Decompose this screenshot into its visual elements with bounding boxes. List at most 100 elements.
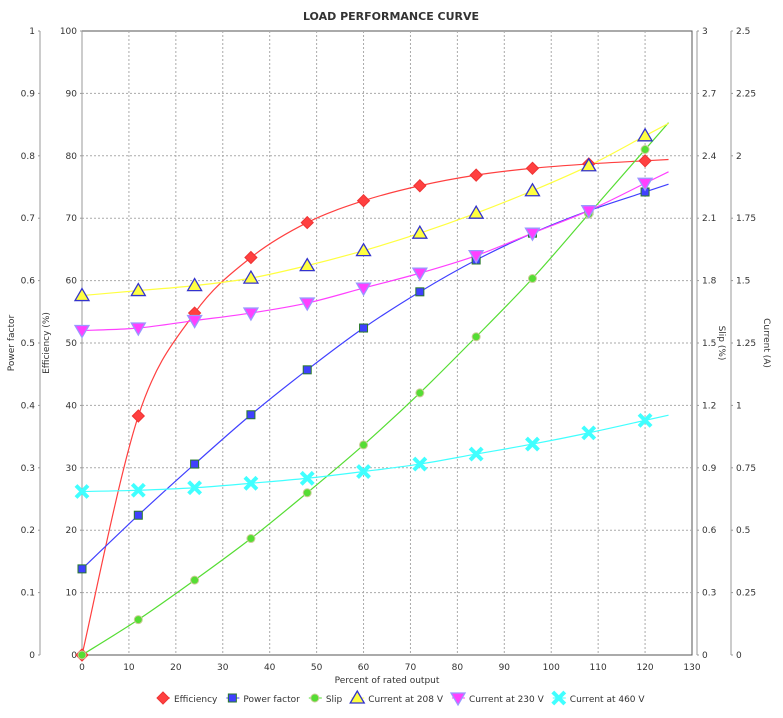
current-tick-label: 0.75	[736, 464, 756, 474]
data-point-current-at-230-v	[524, 227, 541, 242]
data-point-current-at-460-v	[356, 464, 371, 479]
data-point-slip	[77, 650, 87, 660]
slip-tick-label: 0.3	[702, 589, 716, 599]
slip-tick-label: 2.7	[702, 89, 716, 99]
data-point-current-at-460-v	[187, 480, 203, 496]
power_factor-tick-label: 0.6	[21, 277, 36, 287]
current-tick-label: 1.75	[736, 214, 756, 224]
x-tick-label: 70	[405, 663, 417, 673]
data-point-current-at-208-v	[355, 242, 372, 257]
data-point-slip	[190, 575, 200, 585]
x-tick-label: 130	[683, 663, 700, 673]
data-point-efficiency	[525, 161, 540, 175]
current-tick-label: 0.5	[736, 526, 750, 536]
efficiency-tick-label: 90	[66, 89, 78, 99]
current-tick-label: 0	[736, 651, 742, 661]
power_factor-tick-label: 0.2	[21, 526, 35, 536]
x-tick-label: 90	[499, 663, 511, 673]
data-point-current-at-230-v	[580, 205, 597, 220]
data-point-power-factor	[246, 410, 256, 420]
legend-label: Current at 208 V	[368, 695, 444, 705]
current-tick-label: 1.5	[736, 277, 750, 287]
data-point-current-at-208-v	[468, 204, 485, 219]
x-tick-label: 120	[636, 663, 653, 673]
efficiency-tick-label: 50	[66, 339, 78, 349]
slip-tick-label: 2.4	[702, 152, 717, 162]
x-tick-label: 30	[217, 663, 229, 673]
power_factor-tick-label: 0	[29, 651, 35, 661]
data-point-current-at-460-v	[637, 412, 653, 428]
data-point-power-factor	[190, 459, 200, 469]
data-point-current-at-230-v	[468, 249, 485, 264]
data-point-slip	[302, 488, 312, 498]
power_factor-tick-label: 0.9	[21, 89, 36, 99]
data-point-power-factor	[415, 287, 425, 297]
x-tick-label: 50	[311, 663, 323, 673]
legend-marker-circle	[310, 693, 320, 703]
data-point-slip	[527, 274, 537, 284]
slip-tick-label: 3	[702, 27, 708, 37]
slip-tick-label: 2.1	[702, 214, 716, 224]
data-point-efficiency	[638, 154, 652, 168]
power_factor-tick-label: 0.7	[21, 214, 35, 224]
legend-marker-diamond	[156, 691, 170, 705]
data-point-current-at-460-v	[412, 456, 428, 472]
data-point-efficiency	[244, 250, 258, 265]
data-point-efficiency	[356, 194, 371, 208]
data-point-current-at-230-v	[73, 324, 91, 339]
efficiency-tick-label: 70	[66, 214, 78, 224]
data-point-current-at-230-v	[130, 322, 147, 337]
data-point-efficiency	[469, 168, 483, 182]
x-tick-label: 40	[264, 663, 276, 673]
data-point-efficiency	[131, 409, 146, 423]
data-point-power-factor	[302, 365, 312, 375]
efficiency-tick-label: 10	[66, 589, 78, 599]
data-point-current-at-460-v	[525, 436, 540, 452]
power_factor-tick-label: 0.1	[21, 589, 35, 599]
slip-tick-label: 1.5	[702, 339, 716, 349]
x-tick-label: 110	[590, 663, 607, 673]
legend-marker-square	[227, 693, 237, 703]
efficiency-tick-label: 80	[66, 152, 78, 162]
power_factor-axis-title: Power factor	[7, 314, 17, 371]
x-axis-title: Percent of rated output	[335, 676, 440, 686]
slip-tick-label: 0.9	[702, 464, 717, 474]
data-point-current-at-208-v	[73, 287, 91, 302]
data-point-slip	[415, 388, 425, 398]
data-point-power-factor	[359, 323, 369, 333]
current-axis-title: Current (A)	[761, 318, 771, 368]
x-tick-label: 100	[543, 663, 560, 673]
data-point-current-at-460-v	[581, 425, 597, 441]
data-point-current-at-208-v	[636, 127, 654, 142]
power_factor-tick-label: 0.5	[21, 339, 35, 349]
slip-tick-label: 1.8	[702, 277, 717, 287]
legend-label: Slip	[326, 695, 343, 705]
power_factor-tick-label: 1	[29, 27, 35, 37]
data-point-current-at-460-v	[74, 484, 90, 499]
data-point-current-at-230-v	[186, 314, 203, 329]
x-tick-label: 10	[123, 663, 135, 673]
current-tick-label: 2.25	[736, 89, 756, 99]
efficiency-tick-label: 20	[66, 526, 78, 536]
efficiency-tick-label: 40	[66, 401, 78, 411]
data-point-current-at-230-v	[636, 177, 654, 192]
legend-marker-x	[551, 690, 567, 706]
data-point-slip	[471, 332, 481, 342]
legend-label: Efficiency	[174, 695, 218, 705]
data-point-current-at-208-v	[186, 277, 203, 292]
data-point-current-at-460-v	[468, 446, 484, 462]
legend-label: Current at 230 V	[469, 695, 545, 705]
series-line-current-at-460-v	[81, 414, 669, 493]
data-point-power-factor	[77, 564, 87, 574]
slip-tick-label: 1.2	[702, 401, 716, 411]
current-tick-label: 1	[736, 401, 742, 411]
data-point-current-at-208-v	[580, 157, 597, 172]
data-point-current-at-460-v	[130, 482, 146, 498]
current-tick-label: 0.25	[736, 589, 756, 599]
data-point-current-at-460-v	[243, 475, 259, 491]
data-point-slip	[133, 615, 143, 625]
data-point-current-at-208-v	[411, 224, 428, 239]
chart-title: LOAD PERFORMANCE CURVE	[303, 10, 479, 23]
data-point-current-at-208-v	[130, 282, 147, 297]
